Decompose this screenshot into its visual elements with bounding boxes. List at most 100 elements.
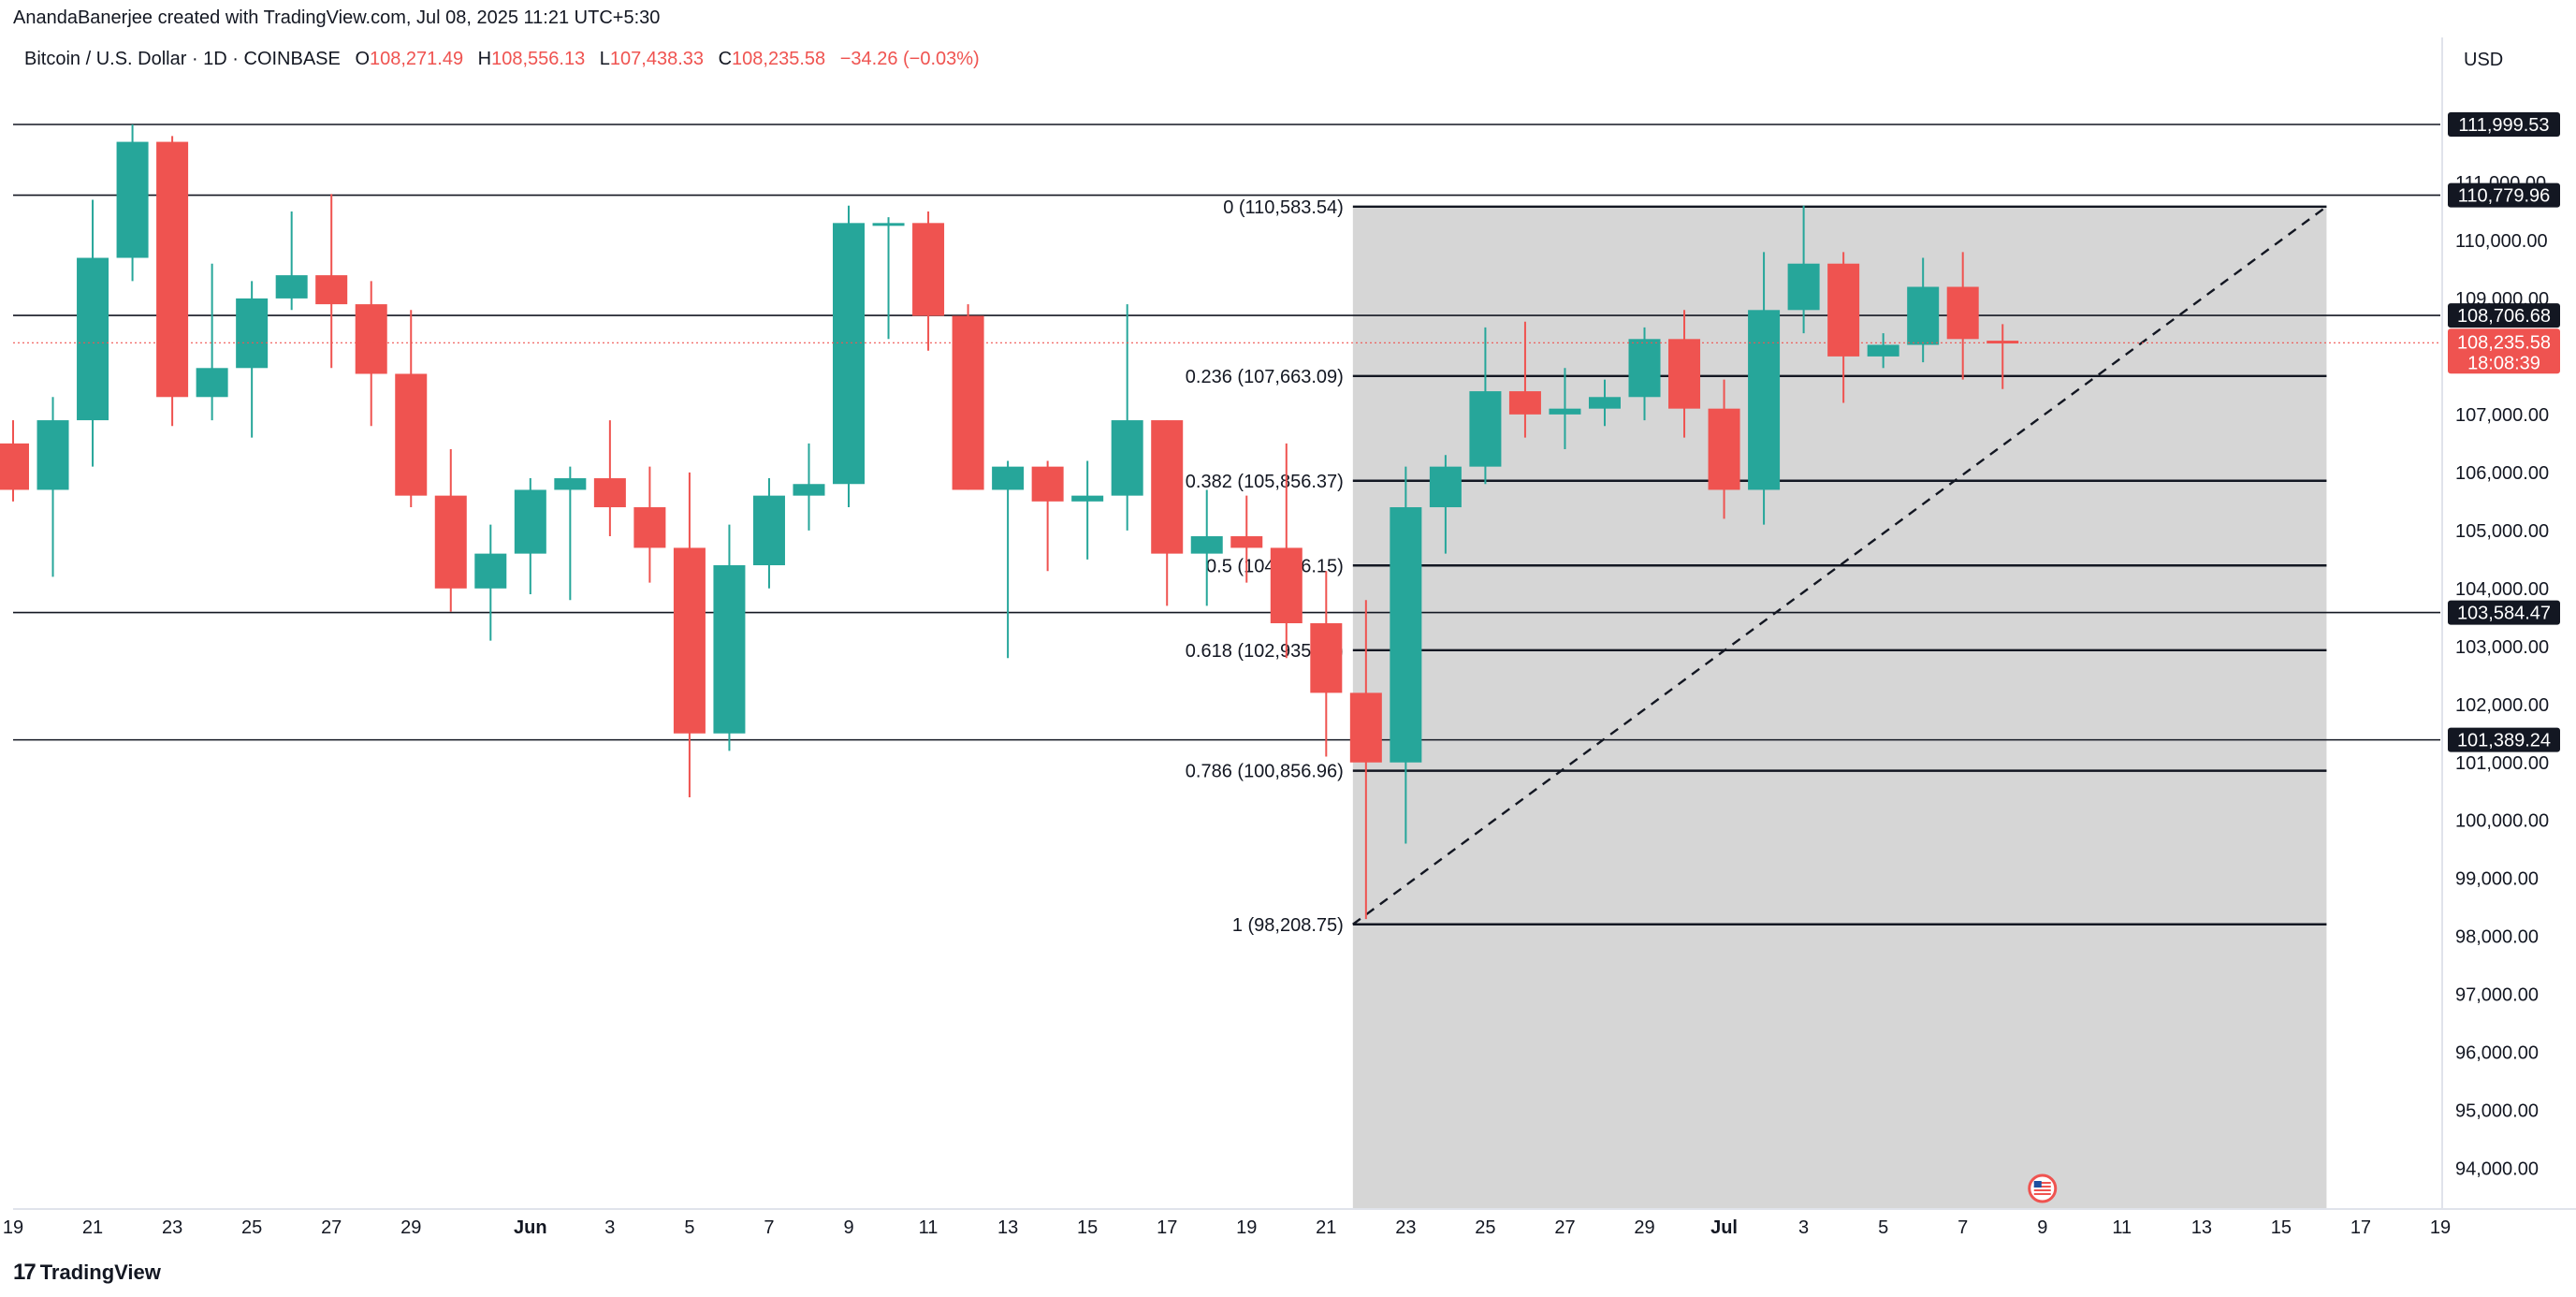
last-price-countdown: 18:08:39 — [2467, 353, 2540, 373]
candle — [1708, 379, 1740, 519]
price-badge — [2448, 111, 2560, 137]
tradingview-logo-text: TradingView — [39, 1261, 161, 1284]
fibonacci-zone-area[interactable] — [1352, 206, 2327, 1209]
time-tick-label: 13 — [997, 1217, 1018, 1238]
candle-body — [554, 478, 587, 490]
fibonacci-level-label: 0.618 (102,935.92) — [1186, 641, 1344, 662]
time-tick-label: 27 — [1554, 1217, 1575, 1238]
time-axis[interactable]: 19 21 23 25 27 29 Jun 3 5 7 9 11 13 15 17 19 21 23 25 27 29 J… — [3, 1217, 2451, 1238]
fibonacci-levels[interactable]: 0 (110,583.54) 0.236 (107,663.09) 0.382 (1… — [1186, 197, 2327, 936]
time-tick-label: 29 — [400, 1217, 421, 1238]
candle-body — [673, 547, 706, 734]
symbol-title: Bitcoin / U.S. Dollar · 1D · COINBASE — [24, 49, 341, 69]
candle — [36, 397, 69, 577]
candle — [355, 281, 387, 427]
price-tick-label: 103,000.00 — [2455, 637, 2549, 658]
candles — [0, 124, 2019, 920]
time-tick-label: 17 — [2350, 1217, 2371, 1238]
candle-body — [752, 495, 785, 566]
time-tick-label: Jun — [514, 1217, 547, 1238]
price-tick-label: 97,000.00 — [2455, 985, 2539, 1006]
time-tick-label: 15 — [2271, 1217, 2292, 1238]
last-price-label: 108,235.58 — [2457, 332, 2551, 353]
price-badge — [2448, 600, 2560, 625]
time-tick-label: 19 — [2430, 1217, 2451, 1238]
candle — [952, 304, 984, 490]
currency-label[interactable]: USD — [2464, 50, 2504, 70]
candle — [1190, 489, 1223, 606]
price-tick-label: 95,000.00 — [2455, 1101, 2539, 1122]
candle — [196, 263, 228, 421]
time-tick-label: 13 — [2191, 1217, 2212, 1238]
horizontal-lines[interactable] — [13, 124, 2440, 741]
candle-body — [355, 304, 387, 374]
fibonacci-level-label: 0 (110,583.54) — [1223, 197, 1344, 218]
candle-body — [1190, 536, 1223, 554]
price-badge-label: 111,999.53 — [2458, 115, 2549, 136]
time-tick-label: 5 — [1878, 1217, 1888, 1238]
time-tick-label: Jul — [1710, 1217, 1738, 1238]
time-tick-label: 5 — [684, 1217, 694, 1238]
change-value: −34.26 (−0.03%) — [839, 49, 980, 69]
candle — [1071, 460, 1104, 560]
candle — [236, 281, 269, 438]
candle-body — [514, 489, 546, 554]
candle-body — [1349, 692, 1382, 763]
us-flag-icon-stripe — [2033, 1182, 2051, 1184]
time-tick-label: 7 — [764, 1217, 774, 1238]
us-flag-icon-ring — [2028, 1173, 2058, 1203]
time-tick-label: 19 — [3, 1217, 23, 1238]
us-flag-icon[interactable] — [2028, 1173, 2058, 1203]
candle-body — [275, 275, 308, 299]
candle-body — [1987, 341, 2019, 344]
time-tick-label: 9 — [843, 1217, 853, 1238]
candle — [1827, 252, 1860, 403]
candle — [1031, 460, 1064, 572]
open-label: O — [355, 49, 370, 69]
candle — [1429, 455, 1462, 554]
price-badge — [2448, 303, 2560, 328]
low-value: 107,438.33 — [609, 49, 705, 69]
candle-body — [1270, 547, 1303, 623]
candle-body — [236, 298, 269, 369]
time-tick-label: 15 — [1077, 1217, 1098, 1238]
price-badges: 111,999.53 110,779.96 108,706.68 103,584.47… — [13, 111, 2560, 752]
price-tick-label: 98,000.00 — [2455, 927, 2539, 948]
candle-body — [1787, 263, 1820, 311]
high-value: 108,556.13 — [491, 49, 586, 69]
time-tick-label: 19 — [1236, 1217, 1257, 1238]
tradingview-logo[interactable]: 17 TradingView — [13, 1260, 161, 1286]
candle — [1588, 379, 1621, 427]
price-badge — [2448, 727, 2560, 752]
price-badge-label: 103,584.47 — [2457, 604, 2551, 624]
candle-body — [315, 275, 348, 305]
last-price-badge — [2448, 328, 2560, 374]
candle-body — [1071, 495, 1104, 502]
candle-body — [713, 565, 746, 734]
candle-body — [434, 495, 467, 589]
us-flag-icon-canton — [2033, 1181, 2042, 1188]
candle-body — [1549, 408, 1581, 415]
candle-body — [196, 368, 228, 398]
candle-body — [912, 223, 945, 316]
candle-body — [1111, 420, 1143, 496]
time-tick-label: 3 — [1798, 1217, 1809, 1238]
candle — [275, 211, 308, 311]
event-markers[interactable] — [2028, 1173, 2058, 1203]
candle — [0, 420, 29, 502]
candle — [315, 194, 348, 369]
time-tick-label: 27 — [321, 1217, 342, 1238]
candle-body — [992, 466, 1025, 490]
candle-body — [1230, 536, 1263, 548]
price-tick-label: 101,000.00 — [2455, 753, 2549, 774]
candle-body — [1907, 286, 1940, 345]
candle-body — [1867, 344, 1899, 357]
candle — [992, 460, 1025, 659]
candle-body — [1310, 623, 1343, 693]
close-value: 108,235.58 — [732, 49, 826, 69]
fibonacci-zone[interactable] — [1352, 206, 2327, 1209]
time-tick-label: 9 — [2037, 1217, 2047, 1238]
candle — [554, 466, 587, 601]
tradingview-logo-icon: 17 — [13, 1260, 36, 1285]
